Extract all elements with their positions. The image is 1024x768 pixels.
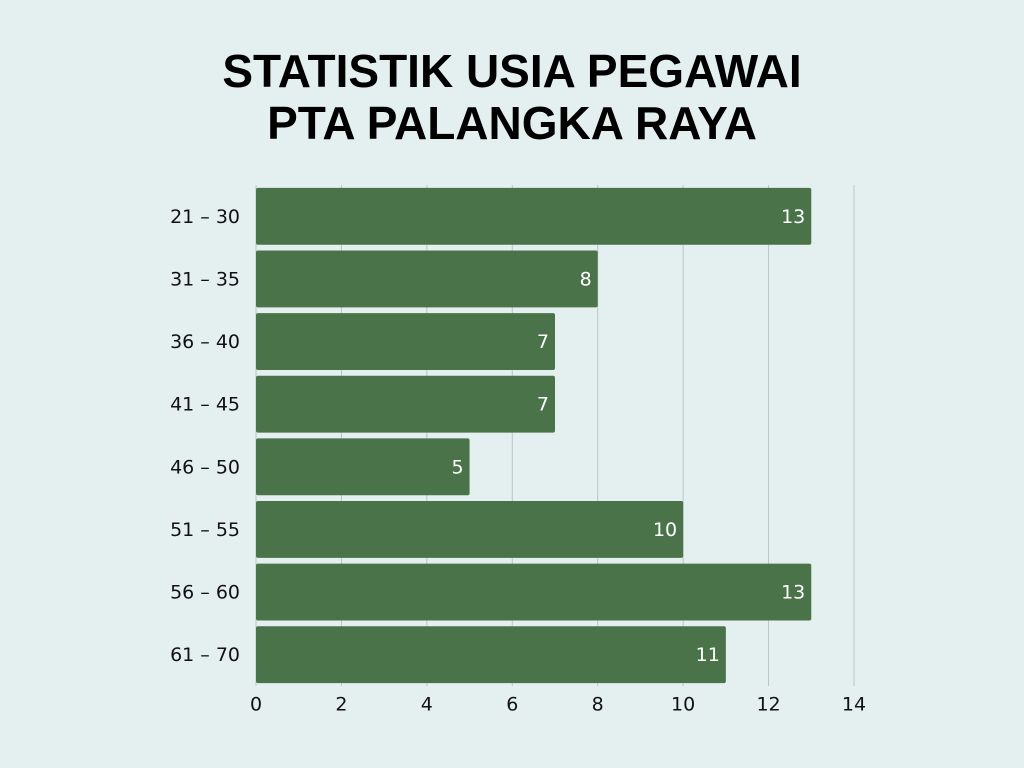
bar xyxy=(256,187,812,245)
x-tick-label: 0 xyxy=(250,694,262,716)
x-tick-label: 10 xyxy=(671,694,695,716)
chart-title: PTA PALANGKA RAYA xyxy=(267,97,757,149)
x-tick-label: 6 xyxy=(506,694,518,716)
y-tick-label: 56 – 60 xyxy=(170,582,240,604)
value-label: 7 xyxy=(537,394,549,416)
x-tick-label: 8 xyxy=(592,694,604,716)
y-tick-label: 51 – 55 xyxy=(170,519,240,541)
value-label: 13 xyxy=(781,206,805,228)
value-label: 7 xyxy=(537,331,549,353)
bar xyxy=(256,313,555,371)
bar xyxy=(256,563,812,621)
y-tick-label: 36 – 40 xyxy=(170,331,240,353)
bar xyxy=(256,626,726,684)
bar xyxy=(256,375,555,433)
y-tick-label: 31 – 35 xyxy=(170,268,240,290)
y-tick-label: 61 – 70 xyxy=(170,644,240,666)
bar xyxy=(256,438,470,496)
bar xyxy=(256,250,598,308)
x-tick-label: 14 xyxy=(842,694,866,716)
bar xyxy=(256,500,684,558)
y-tick-label: 46 – 50 xyxy=(170,456,240,478)
y-tick-label: 21 – 30 xyxy=(170,206,240,228)
value-label: 10 xyxy=(653,519,677,541)
y-tick-label: 41 – 45 xyxy=(170,394,240,416)
x-tick-label: 4 xyxy=(421,694,433,716)
x-tick-label: 2 xyxy=(335,694,347,716)
value-label: 8 xyxy=(580,268,592,290)
x-tick-label: 12 xyxy=(756,694,780,716)
chart-title: STATISTIK USIA PEGAWAI xyxy=(222,45,801,97)
value-label: 11 xyxy=(696,644,720,666)
value-label: 5 xyxy=(451,456,463,478)
value-label: 13 xyxy=(781,582,805,604)
